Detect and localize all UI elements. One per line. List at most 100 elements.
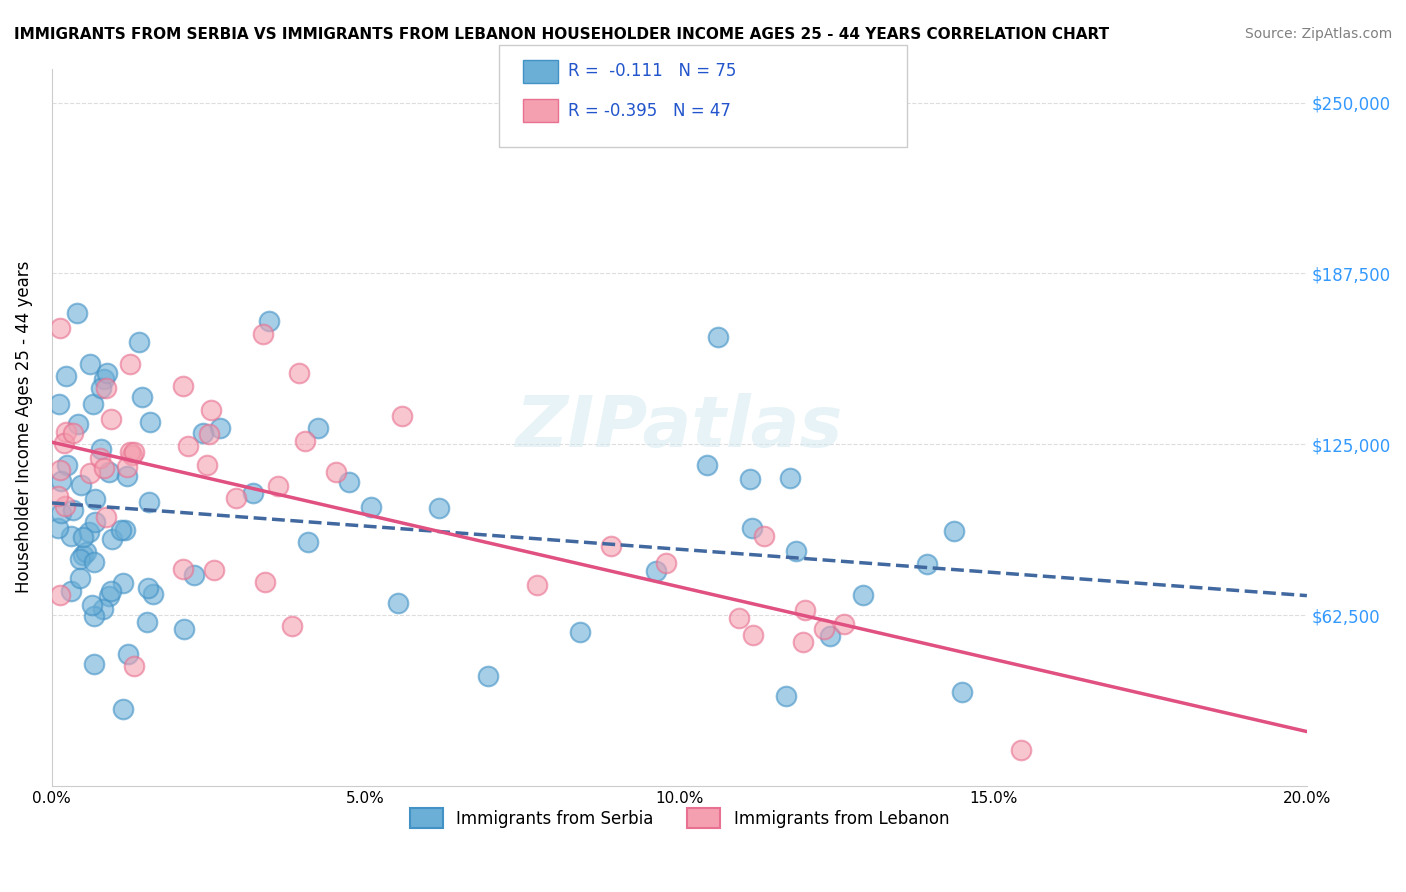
- Point: [72, 548, 94, 562]
- Point: [83, 555, 105, 569]
- Point: [51, 474, 73, 488]
- Point: [281, 619, 304, 633]
- Text: Source: ZipAtlas.com: Source: ZipAtlas.com: [1244, 27, 1392, 41]
- Point: [242, 486, 264, 500]
- Point: [193, 426, 215, 441]
- Point: [202, 563, 225, 577]
- Point: [915, 557, 938, 571]
- Point: [48, 397, 70, 411]
- Point: [173, 622, 195, 636]
- Text: ZIPatlas: ZIPatlas: [516, 392, 844, 462]
- Point: [62, 425, 84, 440]
- Point: [91, 602, 114, 616]
- Point: [110, 523, 132, 537]
- Point: [600, 539, 623, 553]
- Point: [96, 366, 118, 380]
- Point: [83, 608, 105, 623]
- Point: [526, 578, 548, 592]
- Point: [136, 582, 159, 596]
- Point: [60, 529, 83, 543]
- Point: [427, 500, 450, 515]
- Point: [139, 415, 162, 429]
- Point: [90, 381, 112, 395]
- Point: [121, 448, 143, 462]
- Point: [738, 472, 761, 486]
- Point: [120, 357, 142, 371]
- Point: [53, 499, 76, 513]
- Point: [950, 684, 973, 698]
- Point: [195, 458, 218, 472]
- Point: [1010, 743, 1032, 757]
- Point: [294, 434, 316, 449]
- Point: [209, 421, 232, 435]
- Point: [46, 490, 69, 504]
- Point: [172, 379, 194, 393]
- Point: [77, 525, 100, 540]
- Point: [200, 403, 222, 417]
- Point: [96, 381, 118, 395]
- Point: [832, 617, 855, 632]
- Text: R = -0.395   N = 47: R = -0.395 N = 47: [568, 102, 731, 120]
- Point: [48, 463, 70, 477]
- Point: [66, 417, 89, 432]
- Point: [172, 562, 194, 576]
- Y-axis label: Householder Income Ages 25 - 44 years: Householder Income Ages 25 - 44 years: [15, 261, 32, 593]
- Point: [177, 440, 200, 454]
- Point: [100, 584, 122, 599]
- Legend: Immigrants from Serbia, Immigrants from Lebanon: Immigrants from Serbia, Immigrants from …: [404, 801, 956, 835]
- Point: [225, 491, 247, 506]
- Point: [112, 575, 135, 590]
- Point: [93, 372, 115, 386]
- Point: [75, 545, 97, 559]
- Point: [60, 583, 83, 598]
- Point: [792, 635, 814, 649]
- Point: [101, 532, 124, 546]
- Point: [775, 689, 797, 703]
- Point: [754, 529, 776, 543]
- Point: [257, 314, 280, 328]
- Point: [252, 326, 274, 341]
- Point: [83, 491, 105, 506]
- Point: [360, 500, 382, 514]
- Point: [707, 329, 730, 343]
- Point: [49, 506, 72, 520]
- Point: [696, 458, 718, 473]
- Point: [943, 524, 966, 538]
- Point: [477, 669, 499, 683]
- Point: [49, 321, 72, 335]
- Point: [70, 478, 93, 492]
- Point: [114, 523, 136, 537]
- Point: [49, 588, 72, 602]
- Point: [53, 436, 76, 450]
- Point: [569, 624, 592, 639]
- Point: [391, 409, 413, 424]
- Point: [93, 461, 115, 475]
- Point: [818, 629, 841, 643]
- Point: [325, 465, 347, 479]
- Point: [117, 460, 139, 475]
- Point: [128, 334, 150, 349]
- Point: [90, 442, 112, 457]
- Point: [785, 544, 807, 558]
- Point: [66, 305, 89, 319]
- Point: [122, 659, 145, 673]
- Point: [852, 588, 875, 602]
- Point: [100, 411, 122, 425]
- Point: [82, 397, 104, 411]
- Point: [97, 465, 120, 479]
- Point: [83, 657, 105, 671]
- Point: [79, 357, 101, 371]
- Point: [118, 444, 141, 458]
- Point: [254, 574, 277, 589]
- Point: [72, 530, 94, 544]
- Point: [136, 615, 159, 629]
- Point: [198, 426, 221, 441]
- Point: [741, 520, 763, 534]
- Point: [138, 494, 160, 508]
- Point: [56, 458, 79, 472]
- Point: [94, 509, 117, 524]
- Point: [111, 702, 134, 716]
- Point: [813, 622, 835, 636]
- Point: [69, 571, 91, 585]
- Text: IMMIGRANTS FROM SERBIA VS IMMIGRANTS FROM LEBANON HOUSEHOLDER INCOME AGES 25 - 4: IMMIGRANTS FROM SERBIA VS IMMIGRANTS FRO…: [14, 27, 1109, 42]
